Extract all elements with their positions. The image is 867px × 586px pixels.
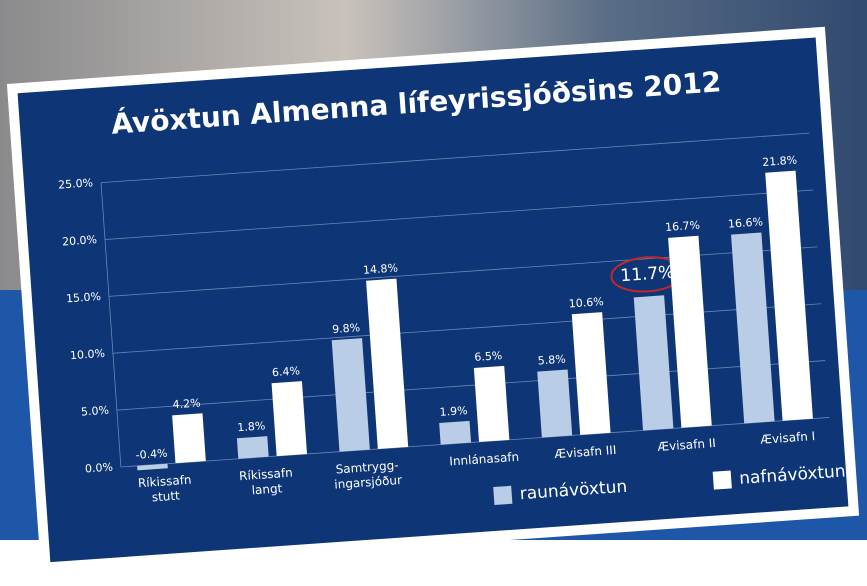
bar: [537, 369, 572, 437]
legend-swatch: [493, 486, 512, 505]
bar: [172, 413, 206, 463]
y-tick-label: 0.0%: [85, 461, 114, 476]
bar: [272, 381, 307, 456]
value-label: 14.8%: [363, 261, 399, 276]
y-tick-label: 10.0%: [70, 347, 106, 362]
value-label: 21.8%: [762, 154, 798, 169]
x-tick-label: stutt: [151, 488, 180, 504]
page: Ávöxtun Almenna lífeyrissjóðsins 2012 0.…: [0, 0, 867, 582]
y-tick-label: 25.0%: [58, 176, 94, 191]
value-label: 16.7%: [665, 219, 701, 234]
bar: [439, 421, 471, 445]
value-label: 11.7%: [620, 263, 675, 287]
card: Ávöxtun Almenna lífeyrissjóðsins 2012 0.…: [12, 32, 854, 567]
legend-swatch: [713, 470, 732, 489]
value-label: 6.5%: [474, 349, 503, 364]
y-tick-label: 5.0%: [81, 404, 110, 419]
value-label: 4.2%: [172, 396, 201, 411]
value-label: 9.8%: [332, 321, 361, 336]
chart: Ávöxtun Almenna lífeyrissjóðsins 2012 0.…: [0, 0, 867, 582]
value-label: 1.8%: [237, 419, 266, 434]
y-tick-label: 15.0%: [66, 290, 102, 305]
value-label: 1.9%: [439, 404, 468, 419]
value-label: 5.8%: [537, 353, 566, 368]
y-tick-label: 20.0%: [62, 233, 98, 248]
x-tick-label: langt: [251, 481, 283, 497]
bar: [237, 436, 269, 459]
value-label: -0.4%: [135, 447, 168, 462]
value-label: 6.4%: [272, 364, 301, 379]
value-label: 16.6%: [728, 215, 764, 230]
bar: [474, 366, 510, 442]
value-label: 10.6%: [568, 295, 604, 310]
